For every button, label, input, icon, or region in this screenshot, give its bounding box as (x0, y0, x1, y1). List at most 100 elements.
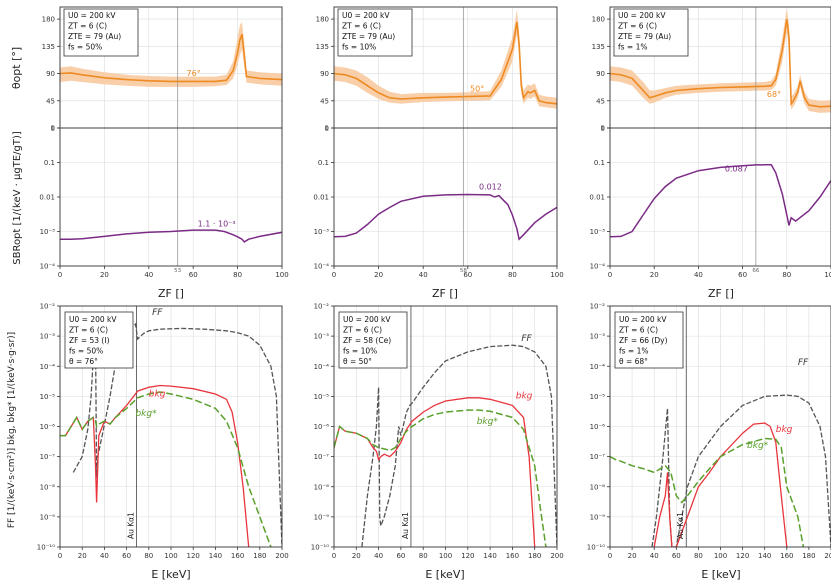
ytick-label-3: 135 (42, 43, 55, 51)
ytick-label-1: 10⁻⁹ (40, 513, 56, 521)
xtick-label-60: 60 (122, 552, 131, 560)
xtick-label-100: 100 (275, 271, 288, 279)
xtick-label-180: 180 (253, 552, 266, 560)
xtick-label-100: 100 (550, 271, 563, 279)
plot-area-sbr-50 (60, 128, 282, 266)
xtick-label-80: 80 (419, 552, 428, 560)
zf-axis-label-col1: ZF [] (158, 287, 184, 300)
zf-axis-label-col2: ZF [] (432, 287, 458, 300)
theta-opt-annotation: 50° (470, 85, 484, 94)
xtick-label-120: 120 (461, 552, 474, 560)
xtick-label-80: 80 (508, 271, 517, 279)
info-box: U0 = 200 kV ZT = 6 (C)ZF = 66 (Dy) fs = 1%… (614, 311, 684, 369)
ytick-label-1: 10⁻³ (314, 228, 330, 236)
xtick-label-140: 140 (209, 552, 222, 560)
ytick-label-0: 10⁻¹⁰ (311, 544, 329, 552)
ytick-label-0: 0 (325, 125, 329, 133)
info-line-3: fs = 1% (618, 43, 648, 52)
ytick-label-3: 10⁻⁷ (314, 453, 330, 461)
panel-frame (609, 127, 831, 267)
ytick-label-1: 45 (320, 97, 329, 105)
ytick-label-6: 10⁻⁴ (590, 363, 606, 371)
xtick-label-20: 20 (650, 271, 659, 279)
bkg-series-label: bkg (149, 389, 166, 399)
info-line-3: fs = 10% (343, 347, 377, 356)
xtick-label-80: 80 (694, 552, 703, 560)
ytick-label-3: 0.1 (594, 159, 605, 167)
bkg-series-line (653, 422, 788, 547)
ytick-label-1: 45 (46, 97, 55, 105)
info-box-frame (614, 311, 684, 369)
info-box: U0 = 200 kV ZT = 6 (C)ZF = 58 (Ce) fs = 10… (338, 311, 408, 369)
e-axis-label-col2: E [keV] (425, 568, 464, 581)
panel-frame (333, 305, 558, 548)
xtick-label-60: 60 (189, 271, 198, 279)
ytick-label-3: 135 (592, 43, 605, 51)
plot-area-theta-50 (60, 7, 282, 128)
xtick-label-0: 0 (608, 552, 612, 560)
xtick-label-20: 20 (100, 271, 109, 279)
info-line-2: ZTE = 79 (Au) (342, 32, 395, 41)
ff-series-label: FF (798, 358, 809, 368)
theta-opt-line (334, 21, 557, 105)
info-line-0: U0 = 200 kV (619, 315, 667, 324)
info-line-2: ZF = 58 (Ce) (343, 336, 391, 345)
ytick-label-4: 10⁻⁶ (314, 423, 330, 431)
bkgstar-series-line (610, 437, 805, 547)
ytick-label-1: 10⁻³ (40, 228, 56, 236)
info-line-2: ZTE = 79 (Au) (68, 32, 121, 41)
xtick-label-60: 60 (396, 552, 405, 560)
info-box-frame (64, 311, 134, 369)
info-line-1: ZT = 6 (C) (69, 326, 108, 335)
ytick-label-8: 10⁻² (314, 303, 330, 311)
ytick-label-1: 10⁻⁹ (314, 513, 330, 521)
xtick-label-60: 60 (463, 271, 472, 279)
ytick-label-7: 10⁻³ (40, 333, 56, 341)
panel-frame (333, 127, 558, 267)
e-axis-label-col3: E [keV] (701, 568, 740, 581)
ytick-label-0: 10⁻¹⁰ (587, 544, 605, 552)
xtick-label-40: 40 (694, 271, 703, 279)
ytick-label-6: 10⁻⁴ (40, 363, 56, 371)
ytick-label-3: 135 (316, 43, 329, 51)
bkgstar-series-line (60, 391, 272, 547)
xtick-label-40: 40 (144, 271, 153, 279)
xtick-label-20: 20 (628, 552, 637, 560)
theta-opt-annotation: 68° (767, 90, 781, 99)
e-axis-label-col1: E [keV] (151, 568, 190, 581)
info-box-frame (63, 8, 139, 57)
xtick-label-60: 60 (672, 552, 681, 560)
bottom-y-axis-label: FF [1/(keV·s·cm²)] bkg, bkg* [1/(keV·s·g… (7, 332, 17, 528)
ytick-label-2: 0.01 (313, 194, 329, 202)
xtick-label-140: 140 (758, 552, 771, 560)
info-line-1: ZT = 6 (C) (342, 22, 381, 31)
theta-uncertainty-band (610, 8, 831, 113)
xtick-label-200: 200 (824, 552, 831, 560)
sbr-opt-line (334, 193, 557, 241)
ytick-label-3: 10⁻⁷ (40, 453, 56, 461)
sbr-opt-annotation: 1.1 · 10⁻³ (198, 219, 236, 228)
info-line-1: ZT = 6 (C) (68, 22, 107, 31)
xtick-label-20: 20 (374, 271, 383, 279)
plot-area-theta-10 (334, 7, 557, 128)
xtick-label-80: 80 (144, 552, 153, 560)
ytick-label-7: 10⁻³ (314, 333, 330, 341)
info-line-4: θ = 50° (343, 357, 372, 366)
ytick-label-6: 10⁻⁴ (314, 363, 330, 371)
bkgstar-series-label: bkg* (747, 441, 769, 451)
xtick-label-100: 100 (714, 552, 727, 560)
xtick-label-100: 100 (439, 552, 452, 560)
ytick-label-8: 10⁻² (40, 303, 56, 311)
info-box: U0 = 200 kV ZT = 6 (C)ZTE = 79 (Au) fs = 5… (63, 8, 139, 57)
ytick-label-1: 45 (596, 97, 605, 105)
ytick-label-0: 10⁻¹⁰ (37, 544, 55, 552)
ytick-label-2: 0.01 (39, 194, 55, 202)
panel-theta-50: 0 45 90 135 180 76° U0 = 200 kV ZT = 6 (C)ZTE =… (42, 6, 283, 133)
info-line-0: U0 = 200 kV (342, 11, 390, 20)
plot-area-spec-1 (610, 306, 831, 547)
xtick-label-0: 0 (608, 271, 612, 279)
bkg-series-label: bkg (776, 425, 793, 435)
ff-series-line (651, 394, 831, 547)
xtick-label-200: 200 (275, 552, 288, 560)
